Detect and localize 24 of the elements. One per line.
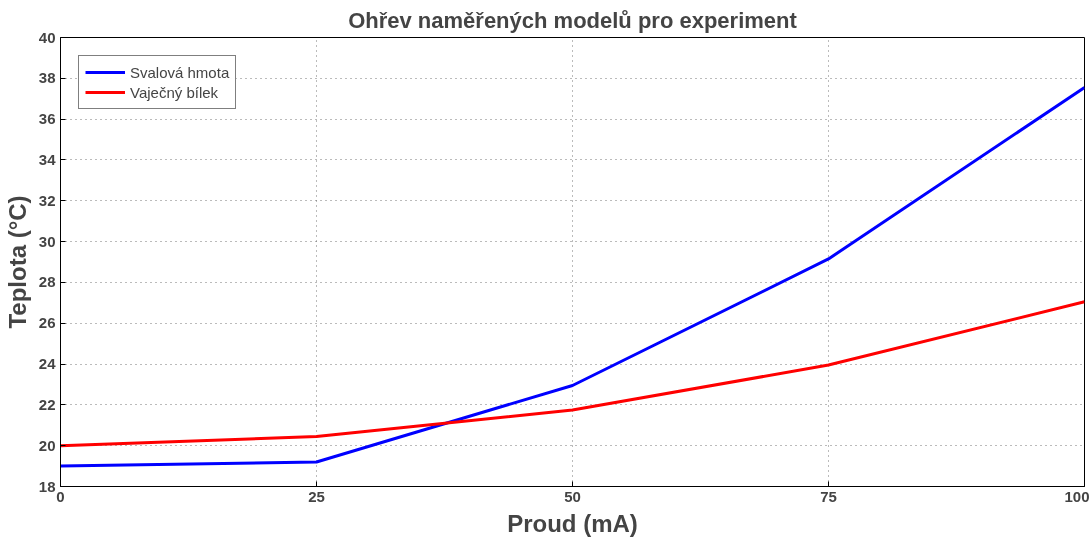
y-tick-label: 22 xyxy=(38,395,56,413)
y-tick-label: 38 xyxy=(38,69,56,87)
y-tick-label: 26 xyxy=(38,314,56,332)
line-series xyxy=(60,300,1085,448)
x-tick-label: 50 xyxy=(564,487,581,505)
x-axis-title: Proud (mA) xyxy=(507,509,638,537)
chart-title: Ohřev naměřených modelů pro experiment xyxy=(348,7,798,33)
x-tick-label: 100 xyxy=(1064,487,1089,505)
x-tick-label: 0 xyxy=(56,487,65,505)
x-tick-label: 75 xyxy=(820,487,837,505)
line-series xyxy=(60,86,1085,468)
y-axis-title: Teplota (°C) xyxy=(3,195,31,329)
y-tick-label: 34 xyxy=(38,150,57,168)
y-tick-label: 18 xyxy=(38,477,56,495)
y-tick-label: 40 xyxy=(38,28,56,46)
y-tick-label: 28 xyxy=(38,273,56,291)
y-tick-label: 24 xyxy=(38,355,57,373)
y-tick-label: 32 xyxy=(38,191,56,209)
y-tick-label: 36 xyxy=(38,110,56,128)
y-tick-label: 30 xyxy=(38,232,56,250)
x-tick-label: 25 xyxy=(308,487,325,505)
legend-label: Vaječný bílek xyxy=(130,83,219,101)
legend-label: Svalová hmota xyxy=(130,63,230,81)
y-tick-label: 20 xyxy=(38,436,56,454)
